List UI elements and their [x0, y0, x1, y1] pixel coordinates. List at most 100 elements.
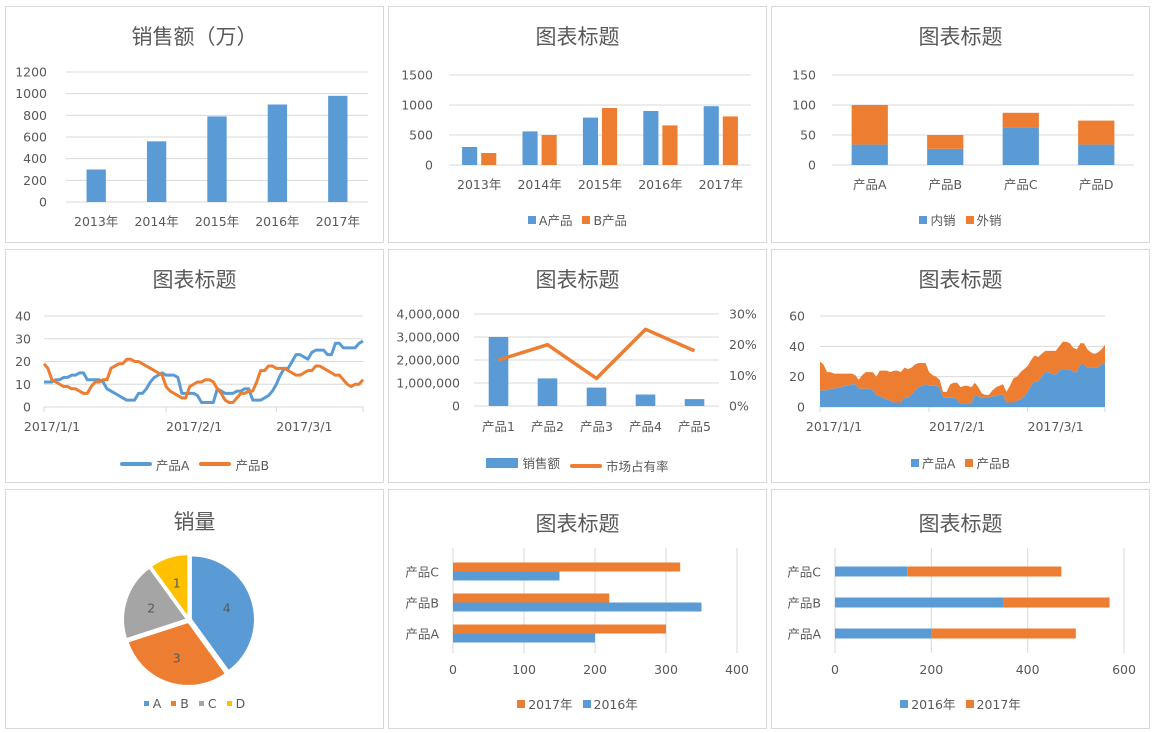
- bar: [662, 125, 678, 165]
- bar: [481, 153, 497, 165]
- chart-panel-sales-bar[interactable]: 销售额（万） 0 200 400 600 800 1000 1200 2013年 2014年 20…: [5, 6, 384, 243]
- pie-data-label: 2: [147, 601, 155, 616]
- x-tick-label: 2015年: [195, 214, 239, 229]
- legend-item: 2017年: [965, 694, 1021, 713]
- x-tick-label: 400: [1016, 662, 1040, 677]
- bar-segment: [1002, 112, 1039, 128]
- legend-swatch: [582, 699, 591, 708]
- chart-panel-clustered-bar[interactable]: 图表标题 0 500 1000 1500 2013年 2014年 2015年 2016年 201…: [388, 6, 767, 243]
- legend-item: 2017年: [517, 694, 573, 713]
- legend-swatch: [486, 457, 519, 468]
- chart-plot: 4 3 2 1: [122, 553, 256, 687]
- area-series-b: [820, 341, 1105, 404]
- x-tick-label: 2013年: [74, 214, 118, 229]
- legend-swatch: [171, 701, 177, 706]
- y-tick-label: 1000: [15, 86, 47, 101]
- x-tick-label: 2016年: [255, 214, 299, 229]
- legend-swatch: [199, 462, 232, 466]
- chart-title: 图表标题: [152, 268, 237, 292]
- y-tick-label: 0: [425, 158, 433, 173]
- x-tick-label: 2014年: [517, 177, 561, 192]
- y-tick-label: 0: [808, 158, 816, 173]
- bar-segment: [1078, 120, 1115, 145]
- chart-panel-pie[interactable]: 销量 4 3 2 1 A B C D: [5, 489, 384, 729]
- y-left-tick-label: 1,000,000: [396, 376, 460, 391]
- x-tick-label: 2017/2/1: [166, 419, 222, 434]
- x-tick-label: 产品D: [1079, 177, 1114, 192]
- legend-item: A产品: [527, 210, 573, 229]
- bar: [267, 104, 288, 202]
- x-tick-label: 2017年: [699, 177, 743, 192]
- y-right-tick-label: 20%: [729, 337, 757, 352]
- y-left-tick-label: 4,000,000: [396, 307, 460, 322]
- legend-label: A: [152, 696, 162, 711]
- y-tick-label: 400: [23, 151, 47, 166]
- y-tick-label: 1000: [401, 98, 433, 113]
- legend-swatch: [900, 699, 909, 708]
- chart-plot: 0 50 100 150 产品A 产品B 产品C 产品D: [792, 68, 1134, 192]
- chart-panel-horizontal-bar[interactable]: 图表标题 0 100 200 300 400 产品A 产品B 产品C 2017年 2016年: [388, 489, 767, 729]
- x-tick-label: 2017/3/1: [276, 419, 332, 434]
- bar: [643, 111, 659, 165]
- x-tick-label: 200: [583, 662, 607, 677]
- x-tick-label: 600: [1112, 662, 1136, 677]
- chart-panel-horizontal-stacked-bar[interactable]: 图表标题 0 200 400 600 产品A 产品B 产品C 2016年 2017年: [771, 489, 1150, 729]
- x-tick-label: 产品A: [853, 177, 887, 192]
- line-series: [44, 339, 364, 404]
- bar: [541, 135, 557, 165]
- chart-legend: 产品A 产品B: [772, 453, 1149, 472]
- bar: [146, 141, 167, 202]
- chart-legend: A B C D: [6, 694, 383, 711]
- y-tick-label: 30: [15, 331, 31, 346]
- chart-panel-stacked-area[interactable]: 图表标题 0 20 40 60 2017/1/1 2017/2/1 2017/3/1 产品A…: [771, 249, 1150, 483]
- y-tick-label: 20: [15, 354, 31, 369]
- x-tick-label: 2017年: [316, 214, 360, 229]
- bar: [522, 131, 538, 165]
- bar-segment: [1003, 597, 1110, 608]
- y-tick-label: 500: [409, 128, 433, 143]
- legend-label: C: [207, 696, 217, 711]
- legend-swatch: [965, 215, 974, 224]
- y-right-tick-label: 10%: [729, 368, 757, 383]
- x-tick-label: 0: [831, 662, 839, 677]
- bar-segment: [927, 135, 964, 149]
- legend-label: 2016年: [593, 697, 638, 712]
- legend-swatch: [198, 701, 204, 706]
- legend-swatch: [517, 699, 526, 708]
- legend-label: 市场占有率: [606, 459, 669, 474]
- bar-segment: [1078, 144, 1115, 165]
- bar-segment: [851, 144, 888, 165]
- legend-swatch: [527, 215, 536, 224]
- bar: [453, 624, 666, 634]
- legend-label: 2017年: [976, 697, 1021, 712]
- legend-label: B产品: [593, 213, 628, 228]
- chart-legend: 内销 外销: [772, 210, 1149, 229]
- bar: [703, 106, 719, 165]
- chart-legend: 2016年 2017年: [772, 694, 1149, 713]
- chart-title: 图表标题: [535, 25, 620, 49]
- legend-label: 产品B: [976, 456, 1011, 471]
- legend-label: 2016年: [911, 697, 956, 712]
- x-tick-label: 2017/1/1: [806, 419, 862, 434]
- pie-data-label: 3: [173, 651, 181, 666]
- y-tick-label: 150: [792, 68, 816, 83]
- legend-swatch: [910, 458, 919, 467]
- bar: [722, 116, 738, 165]
- chart-panel-stacked-bar[interactable]: 图表标题 0 50 100 150 产品A 产品B 产品C 产品D 内销 外销: [771, 6, 1150, 243]
- bar-segment: [907, 566, 1062, 577]
- y-tick-label: 10: [15, 377, 31, 392]
- legend-label: 产品A: [155, 457, 190, 473]
- legend-label: 销售额: [522, 456, 560, 471]
- y-category-label: 产品B: [405, 596, 439, 611]
- area-series-a: [820, 363, 1105, 407]
- y-right-tick-label: 0%: [729, 399, 749, 414]
- chart-legend: 2017年 2016年: [389, 694, 766, 713]
- x-tick-label: 产品2: [531, 419, 564, 434]
- chart-panel-combo[interactable]: 图表标题 0 1,000,000 2,000,000 3,000,000 4,000,0…: [388, 249, 767, 483]
- legend-item: D: [226, 696, 245, 711]
- chart-panel-line[interactable]: 图表标题 0 10 20 30 40 2017/1/1 2017/2/1 2017/3/1 产…: [5, 249, 384, 483]
- chart-plot: 0 20 40 60 2017/1/1 2017/2/1 2017/3/1: [789, 309, 1106, 434]
- legend-label: A产品: [538, 213, 573, 228]
- bar-segment: [1002, 127, 1039, 165]
- bar: [207, 116, 227, 202]
